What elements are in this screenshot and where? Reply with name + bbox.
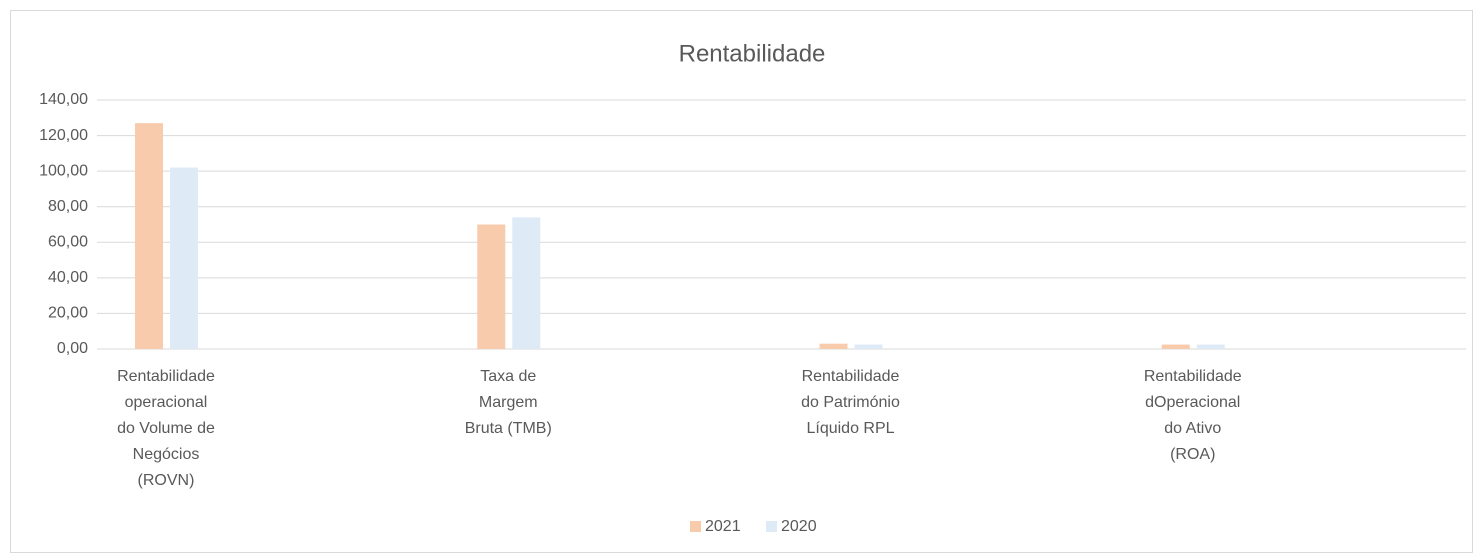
bar	[854, 344, 883, 349]
x-tick-label: Rentabilidade dOperacional do Ativo (ROA)	[1144, 368, 1242, 463]
y-tick-label: 0,00	[57, 340, 88, 357]
bar	[135, 123, 163, 349]
chart-border	[10, 10, 1473, 553]
legend-swatch	[766, 521, 777, 532]
bar	[170, 167, 198, 349]
bar	[1161, 344, 1190, 349]
y-tick-label: 60,00	[48, 234, 88, 251]
y-tick-label: 140,00	[39, 91, 88, 108]
x-tick-label: Rentabilidade operacional do Volume de Negó…	[117, 368, 215, 489]
y-tick-label: 120,00	[39, 127, 88, 144]
legend-swatch	[690, 521, 701, 532]
bar	[1196, 344, 1225, 349]
bar	[819, 343, 848, 349]
bar	[477, 224, 506, 349]
y-tick-label: 100,00	[39, 162, 88, 179]
y-tick-label: 40,00	[48, 269, 88, 286]
y-tick-label: 20,00	[48, 305, 88, 322]
bar	[512, 217, 541, 349]
x-tick-label: Taxa de Margem Bruta (TMB)	[465, 368, 552, 437]
x-tick-label: Rentabilidade do Património Líquido RPL	[801, 368, 900, 437]
legend-label: 2021	[705, 518, 741, 535]
chart-title: Rentabilidade	[679, 40, 826, 67]
y-tick-label: 80,00	[48, 198, 88, 215]
legend-label: 2020	[781, 518, 817, 535]
